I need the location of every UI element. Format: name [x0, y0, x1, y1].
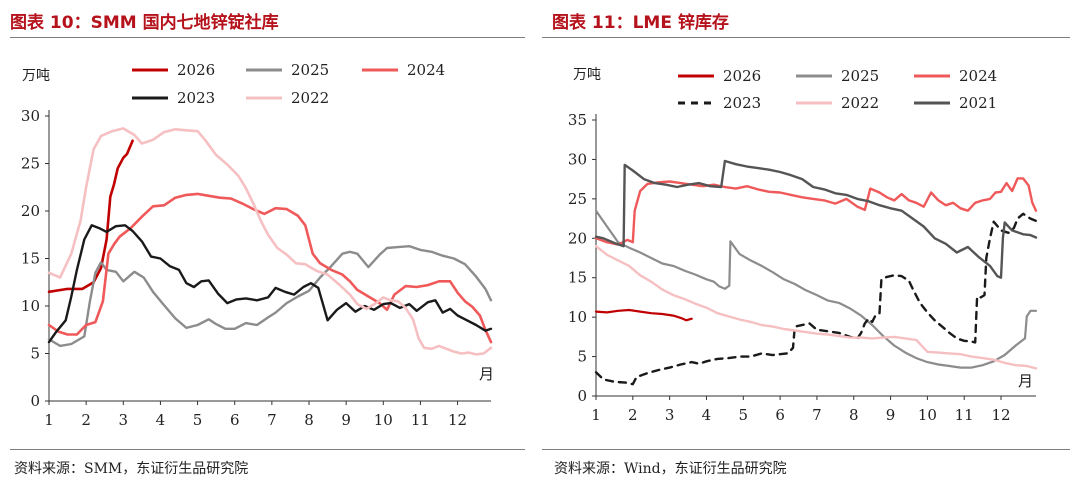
- x-tick-label: 11: [411, 411, 430, 429]
- legend-label-2023: 2023: [723, 94, 761, 112]
- x-tick-label: 9: [886, 406, 896, 424]
- y-tick-label: 25: [568, 190, 587, 208]
- y-tick-label: 0: [30, 392, 40, 410]
- legend-label-2026: 2026: [723, 67, 761, 85]
- x-tick-label: 7: [812, 406, 822, 424]
- x-tick-label: 4: [702, 406, 712, 424]
- legend-label-2022: 2022: [841, 94, 879, 112]
- x-tick-label: 5: [739, 406, 749, 424]
- source-divider: [10, 449, 525, 450]
- x-tick-label: 12: [991, 406, 1010, 424]
- y-tick-label: 0: [577, 387, 587, 405]
- y-unit-label: 万吨: [22, 68, 50, 84]
- series-line-2024: [47, 192, 493, 344]
- y-tick-label: 15: [568, 269, 587, 287]
- series-line-2024: [594, 177, 1038, 246]
- legend-label-2026: 2026: [177, 61, 215, 79]
- y-tick-label: 35: [568, 111, 587, 129]
- x-unit-label: 月: [1018, 372, 1033, 390]
- chart-panel-smm: 图表 10：SMM 国内七地锌锭社库 0 5 10 15 20 25 30 1 2 3 4 5 6 7 8 9…: [0, 0, 530, 497]
- x-tick-label: 2: [81, 411, 91, 429]
- y-tick-label: 30: [21, 107, 40, 125]
- x-tick-label: 3: [119, 411, 129, 429]
- x-unit-label: 月: [479, 365, 494, 383]
- x-tick-label: 2: [628, 406, 638, 424]
- series-line-2026: [594, 308, 693, 322]
- y-tick-label: 10: [21, 297, 40, 315]
- legend-label-2023: 2023: [177, 89, 215, 107]
- title-divider: [10, 37, 525, 38]
- chart-title: 图表 10：SMM 国内七地锌锭社库: [10, 13, 279, 33]
- x-tick-label: 1: [591, 406, 601, 424]
- y-tick-label: 15: [21, 250, 40, 268]
- source-divider: [542, 449, 1070, 450]
- series-line-2026: [47, 139, 134, 294]
- x-tick-label: 8: [849, 406, 859, 424]
- source-note: 资料来源：SMM，东证衍生品研究院: [14, 461, 249, 477]
- series-line-2022: [47, 127, 493, 356]
- y-tick-label: 30: [568, 150, 587, 168]
- x-tick-label: 1: [44, 411, 54, 429]
- chart-title: 图表 11：LME 锌库存: [552, 13, 729, 33]
- x-tick-label: 6: [230, 411, 240, 429]
- y-tick-label: 20: [568, 229, 587, 247]
- source-note: 资料来源：Wind，东证衍生品研究院: [554, 461, 787, 477]
- x-tick-label: 11: [955, 406, 974, 424]
- series-line-2025: [47, 245, 493, 348]
- y-tick-label: 5: [577, 348, 587, 366]
- y-tick-label: 10: [568, 308, 587, 326]
- series-line-2025: [594, 209, 1038, 369]
- y-unit-label: 万吨: [573, 67, 601, 83]
- x-tick-label: 9: [341, 411, 351, 429]
- x-tick-label: 8: [304, 411, 314, 429]
- x-tick-label: 3: [665, 406, 675, 424]
- legend-label-2022: 2022: [291, 89, 329, 107]
- series-line-2021: [594, 159, 1038, 279]
- x-tick-label: 5: [193, 411, 203, 429]
- series-line-2022: [594, 245, 1038, 370]
- x-tick-label: 12: [448, 411, 467, 429]
- title-divider: [542, 37, 1070, 38]
- x-tick-label: 7: [267, 411, 277, 429]
- legend-label-2024: 2024: [959, 67, 997, 85]
- legend-label-2024: 2024: [407, 61, 445, 79]
- legend-label-2025: 2025: [291, 61, 329, 79]
- series-line-2023: [594, 212, 1038, 386]
- y-tick-label: 25: [21, 155, 40, 173]
- chart-panel-lme: 图表 11：LME 锌库存 0 5 10 15 20 25 30 35 1 2 3 4 5 6 7 8 9 10 1…: [540, 0, 1080, 497]
- x-tick-label: 10: [374, 411, 393, 429]
- y-tick-label: 5: [30, 345, 40, 363]
- x-tick-label: 10: [918, 406, 937, 424]
- x-tick-label: 6: [775, 406, 785, 424]
- legend-label-2025: 2025: [841, 67, 879, 85]
- x-tick-label: 4: [156, 411, 166, 429]
- y-tick-label: 20: [21, 202, 40, 220]
- series-line-2023: [47, 224, 493, 344]
- legend-label-2021: 2021: [959, 94, 997, 112]
